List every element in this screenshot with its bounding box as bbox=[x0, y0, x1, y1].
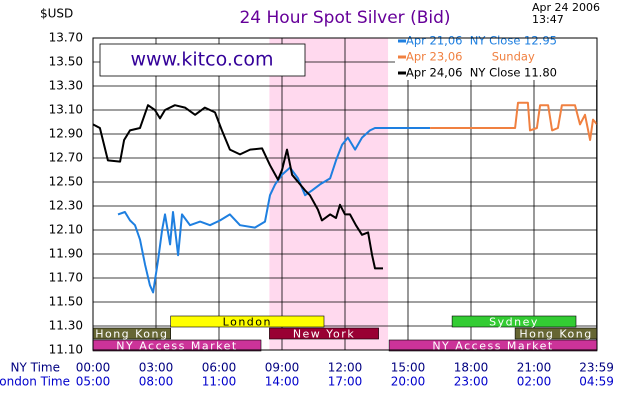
x-tick-label-london: 02:00 bbox=[517, 375, 552, 389]
session-bar bbox=[269, 327, 379, 340]
x-tick-label: 06:00 bbox=[202, 361, 237, 375]
chart-title: 24 Hour Spot Silver (Bid) bbox=[239, 8, 450, 28]
x-tick-label-london: 08:00 bbox=[139, 375, 174, 389]
y-tick-label: 13.30 bbox=[49, 79, 83, 93]
legend-entry: Apr 23,06 Sunday bbox=[406, 50, 535, 64]
watermark-box bbox=[99, 43, 306, 77]
y-tick-label: 13.70 bbox=[49, 31, 83, 45]
legend-box bbox=[395, 32, 597, 80]
x-tick-label-london: 14:00 bbox=[265, 375, 300, 389]
y-tick-label: 11.50 bbox=[49, 295, 83, 309]
x-tick-label: 23:59 bbox=[579, 361, 614, 375]
y-tick-label: 11.70 bbox=[49, 271, 83, 285]
x-tick-label-london: 23:00 bbox=[454, 375, 489, 389]
x-tick-label: 09:00 bbox=[265, 361, 300, 375]
y-tick-label: 12.30 bbox=[49, 199, 83, 213]
y-tick-label: 11.90 bbox=[49, 247, 83, 261]
y-tick-label: 12.10 bbox=[49, 223, 83, 237]
time: 13:47 bbox=[532, 13, 564, 26]
series-line bbox=[92, 104, 383, 270]
x-tick-label-london: 04:59 bbox=[579, 375, 614, 389]
legend-entry: Apr 21,06 NY Close 12.95 bbox=[406, 34, 557, 48]
session-label: Hong Kong bbox=[95, 328, 168, 341]
session-label: NY Access Market bbox=[116, 340, 237, 353]
legend-entry: Apr 24,06 NY Close 11.80 bbox=[406, 66, 557, 80]
x-tick-label: 12:00 bbox=[328, 361, 363, 375]
series-line bbox=[117, 127, 431, 294]
date: Apr 24 2006 bbox=[532, 1, 600, 14]
x-row-label: London Time bbox=[0, 375, 70, 389]
session-label: Sydney bbox=[489, 316, 539, 329]
session-bar bbox=[451, 315, 577, 328]
x-row-label: NY Time bbox=[11, 361, 61, 375]
watermark: www.kitco.com bbox=[130, 49, 273, 71]
y-tick-label: 12.90 bbox=[49, 127, 83, 141]
x-tick-label: 15:00 bbox=[391, 361, 426, 375]
y-unit-label: $USD bbox=[40, 7, 73, 21]
x-tick-label-london: 05:00 bbox=[76, 375, 111, 389]
y-tick-label: 13.50 bbox=[49, 55, 83, 69]
series-line bbox=[430, 101, 598, 141]
session-label: New York bbox=[293, 328, 355, 341]
x-tick-label-london: 17:00 bbox=[328, 375, 363, 389]
x-tick-label-london: 11:00 bbox=[202, 375, 237, 389]
highlight-band bbox=[269, 38, 389, 350]
session-label: London bbox=[223, 316, 272, 329]
y-tick-label: 12.50 bbox=[49, 175, 83, 189]
x-tick-label: 18:00 bbox=[454, 361, 489, 375]
y-tick-label: 13.10 bbox=[49, 103, 83, 117]
session-label: Hong Kong bbox=[519, 328, 592, 341]
x-tick-label: 03:00 bbox=[139, 361, 174, 375]
y-tick-label: 12.70 bbox=[49, 151, 83, 165]
x-tick-label-london: 20:00 bbox=[391, 375, 426, 389]
y-tick-label: 11.30 bbox=[49, 319, 83, 333]
y-tick-label: 11.10 bbox=[49, 343, 83, 357]
session-label: NY Access Market bbox=[432, 340, 553, 353]
plot-frame bbox=[92, 37, 598, 351]
session-bar bbox=[170, 315, 325, 328]
x-tick-label: 21:00 bbox=[517, 361, 552, 375]
x-tick-label: 00:00 bbox=[76, 361, 111, 375]
